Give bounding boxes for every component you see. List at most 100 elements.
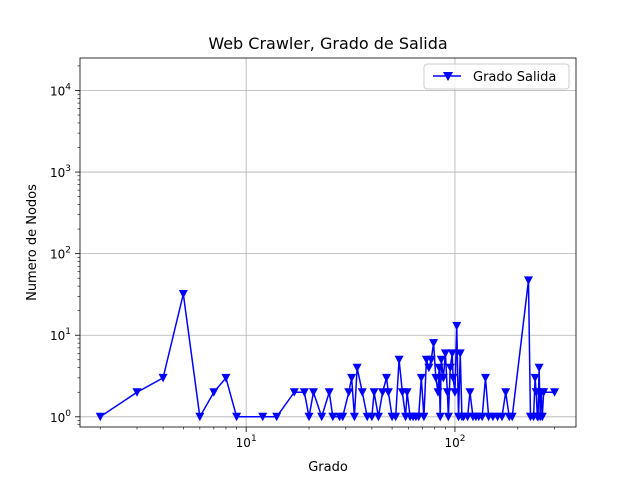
y-tick-label: 104 bbox=[50, 82, 71, 98]
data-point-marker bbox=[195, 412, 205, 422]
y-tick-label: 103 bbox=[50, 164, 71, 180]
data-point-marker bbox=[480, 373, 490, 383]
data-point-marker bbox=[289, 388, 299, 397]
data-point-marker bbox=[442, 388, 452, 397]
data-point-marker bbox=[416, 373, 426, 383]
x-tick-base: 10 bbox=[444, 436, 459, 450]
plot-background bbox=[80, 58, 576, 427]
data-point-marker bbox=[440, 349, 450, 358]
y-tick-exponent: 2 bbox=[65, 246, 71, 256]
y-tick-exponent: 3 bbox=[65, 164, 71, 174]
data-point-marker bbox=[429, 339, 439, 348]
y-tick-base: 10 bbox=[50, 411, 65, 425]
data-point-marker bbox=[452, 321, 462, 331]
data-point-marker bbox=[431, 373, 441, 383]
data-point-marker bbox=[434, 363, 444, 373]
data-point-marker bbox=[448, 373, 458, 383]
y-tick-base: 10 bbox=[50, 329, 65, 343]
legend-label: Grado Salida bbox=[473, 70, 556, 85]
data-point-marker bbox=[373, 412, 383, 422]
y-tick-label: 100 bbox=[50, 409, 71, 425]
data-point-marker bbox=[465, 388, 475, 397]
data-point-marker bbox=[507, 412, 517, 422]
data-point-marker bbox=[221, 373, 231, 383]
y-tick-label: 101 bbox=[50, 327, 71, 343]
y-tick-label: 102 bbox=[50, 246, 71, 262]
plot-frame bbox=[79, 57, 577, 428]
x-tick-exponent: 1 bbox=[251, 434, 257, 444]
data-point-marker bbox=[501, 388, 511, 397]
y-axis-label: Numero de Nodos bbox=[25, 184, 40, 301]
data-point-marker bbox=[308, 388, 318, 397]
x-tick-label: 102 bbox=[444, 434, 465, 450]
data-point-marker bbox=[497, 412, 507, 422]
y-tick-exponent: 0 bbox=[65, 409, 71, 419]
x-tick-exponent: 2 bbox=[460, 434, 466, 444]
data-point-marker bbox=[435, 412, 445, 422]
data-point-marker bbox=[426, 355, 436, 365]
data-point-marker bbox=[344, 388, 354, 397]
x-axis-label: Grado bbox=[308, 460, 348, 475]
data-point-marker bbox=[433, 388, 443, 397]
grid-lines bbox=[80, 58, 576, 427]
data-point-marker bbox=[445, 363, 455, 373]
x-tick-label: 101 bbox=[236, 434, 257, 450]
data-point-marker bbox=[539, 388, 549, 397]
data-point-marker bbox=[402, 388, 412, 397]
data-point-marker bbox=[338, 412, 348, 422]
data-point-marker bbox=[158, 373, 168, 383]
data-point-marker bbox=[424, 363, 434, 373]
data-point-marker bbox=[357, 388, 367, 397]
data-point-marker bbox=[209, 388, 219, 397]
data-point-marker bbox=[534, 363, 544, 373]
data-point-marker bbox=[258, 412, 268, 422]
data-point-marker bbox=[369, 388, 379, 397]
data-point-marker bbox=[443, 412, 453, 422]
y-tick-base: 10 bbox=[50, 84, 65, 98]
data-point-marker bbox=[349, 412, 359, 422]
data-point-marker bbox=[178, 290, 188, 299]
data-point-marker bbox=[367, 412, 377, 422]
data-point-marker bbox=[352, 363, 362, 373]
data-point-marker bbox=[381, 373, 391, 383]
data-point-marker bbox=[391, 412, 401, 422]
data-point-marker bbox=[537, 412, 547, 422]
data-point-marker bbox=[450, 388, 460, 397]
data-point-marker bbox=[447, 349, 457, 358]
legend: Grado Salida bbox=[423, 63, 570, 90]
y-tick-base: 10 bbox=[50, 166, 65, 180]
data-point-marker bbox=[324, 388, 334, 397]
data-point-marker bbox=[419, 412, 429, 422]
legend-marker-sample bbox=[443, 72, 453, 81]
data-point-marker bbox=[455, 349, 465, 358]
data-point-marker bbox=[232, 412, 242, 422]
data-point-marker bbox=[394, 355, 404, 365]
data-point-marker bbox=[530, 373, 540, 383]
data-point-marker bbox=[523, 276, 533, 285]
series-layer bbox=[95, 276, 560, 422]
data-point-marker bbox=[299, 388, 309, 397]
data-point-marker bbox=[304, 412, 314, 422]
chart-title: Web Crawler, Grado de Salida bbox=[208, 34, 447, 53]
y-tick-exponent: 4 bbox=[65, 82, 71, 92]
tick-marks bbox=[75, 65, 555, 432]
data-point-marker bbox=[317, 412, 327, 422]
series-line bbox=[99, 279, 555, 418]
x-tick-base: 10 bbox=[236, 436, 251, 450]
y-tick-base: 10 bbox=[50, 248, 65, 262]
legend-box bbox=[423, 63, 570, 90]
data-point-marker bbox=[132, 388, 142, 397]
data-point-marker bbox=[438, 373, 448, 383]
data-point-marker bbox=[347, 373, 357, 383]
data-point-marker bbox=[550, 388, 560, 397]
data-point-marker bbox=[272, 412, 282, 422]
y-tick-exponent: 1 bbox=[65, 327, 71, 337]
data-point-marker bbox=[436, 355, 446, 365]
data-point-marker bbox=[477, 412, 487, 422]
data-point-marker bbox=[383, 388, 393, 397]
data-point-marker bbox=[378, 388, 388, 397]
data-point-marker bbox=[328, 412, 338, 422]
data-point-marker bbox=[95, 412, 105, 422]
